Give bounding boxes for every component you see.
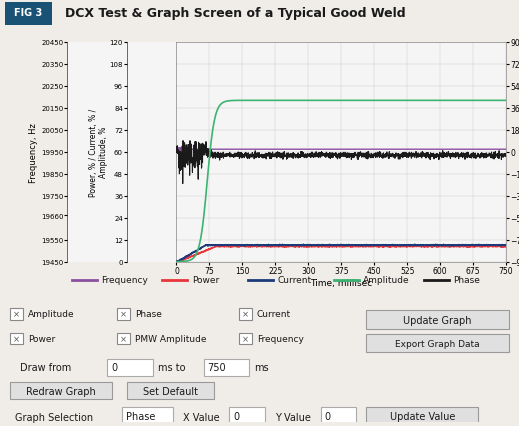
Text: ×: × bbox=[13, 334, 20, 343]
Text: ×: × bbox=[242, 310, 249, 319]
Text: 0: 0 bbox=[233, 411, 239, 420]
X-axis label: Time, millisec: Time, millisec bbox=[310, 278, 372, 287]
FancyBboxPatch shape bbox=[5, 3, 52, 26]
Text: FIG 3: FIG 3 bbox=[15, 8, 43, 18]
FancyBboxPatch shape bbox=[10, 309, 23, 320]
FancyBboxPatch shape bbox=[117, 334, 130, 345]
FancyBboxPatch shape bbox=[122, 407, 173, 424]
Y-axis label: Frequency, Hz: Frequency, Hz bbox=[29, 122, 38, 182]
Text: Frequency: Frequency bbox=[101, 276, 148, 285]
Text: Draw from: Draw from bbox=[20, 363, 72, 372]
Text: ×: × bbox=[242, 334, 249, 343]
Text: Current: Current bbox=[257, 310, 291, 319]
FancyBboxPatch shape bbox=[127, 382, 214, 400]
FancyBboxPatch shape bbox=[366, 334, 509, 353]
Text: Phase: Phase bbox=[135, 310, 162, 319]
Y-axis label: Power, % / Current, % /
Amplitude, %: Power, % / Current, % / Amplitude, % bbox=[89, 108, 108, 196]
Text: ms: ms bbox=[254, 363, 269, 372]
Text: ×: × bbox=[13, 310, 20, 319]
Text: Amplitude: Amplitude bbox=[28, 310, 75, 319]
Text: Graph Selection: Graph Selection bbox=[16, 412, 93, 422]
FancyBboxPatch shape bbox=[321, 407, 356, 424]
Text: ×: × bbox=[120, 334, 127, 343]
FancyBboxPatch shape bbox=[10, 382, 112, 400]
Text: Power: Power bbox=[28, 334, 56, 343]
FancyBboxPatch shape bbox=[107, 359, 153, 376]
Text: Amplitude: Amplitude bbox=[363, 276, 410, 285]
Text: PMW Amplitude: PMW Amplitude bbox=[135, 334, 207, 343]
Text: Update Value: Update Value bbox=[390, 411, 455, 420]
FancyBboxPatch shape bbox=[239, 334, 252, 345]
Text: Power: Power bbox=[192, 276, 219, 285]
Text: 0: 0 bbox=[324, 411, 331, 420]
Text: Current: Current bbox=[278, 276, 311, 285]
Text: Update Graph: Update Graph bbox=[403, 315, 472, 325]
FancyBboxPatch shape bbox=[366, 311, 509, 329]
FancyBboxPatch shape bbox=[366, 407, 478, 424]
Text: Set Default: Set Default bbox=[143, 386, 198, 396]
Text: X Value: X Value bbox=[183, 412, 220, 422]
FancyBboxPatch shape bbox=[229, 407, 265, 424]
FancyBboxPatch shape bbox=[239, 309, 252, 320]
Text: ×: × bbox=[120, 310, 127, 319]
Text: DCX Test & Graph Screen of a Typical Good Weld: DCX Test & Graph Screen of a Typical Goo… bbox=[65, 7, 405, 20]
Text: 0: 0 bbox=[111, 363, 117, 372]
FancyBboxPatch shape bbox=[117, 309, 130, 320]
Text: Redraw Graph: Redraw Graph bbox=[26, 386, 96, 396]
FancyBboxPatch shape bbox=[10, 334, 23, 345]
FancyBboxPatch shape bbox=[203, 359, 249, 376]
Text: Export Graph Data: Export Graph Data bbox=[395, 339, 480, 348]
Text: Phase: Phase bbox=[126, 411, 156, 420]
Text: 750: 750 bbox=[208, 363, 226, 372]
Text: ms to: ms to bbox=[158, 363, 185, 372]
Text: Y Value: Y Value bbox=[275, 412, 311, 422]
Text: Phase: Phase bbox=[454, 276, 481, 285]
Text: Frequency: Frequency bbox=[257, 334, 304, 343]
